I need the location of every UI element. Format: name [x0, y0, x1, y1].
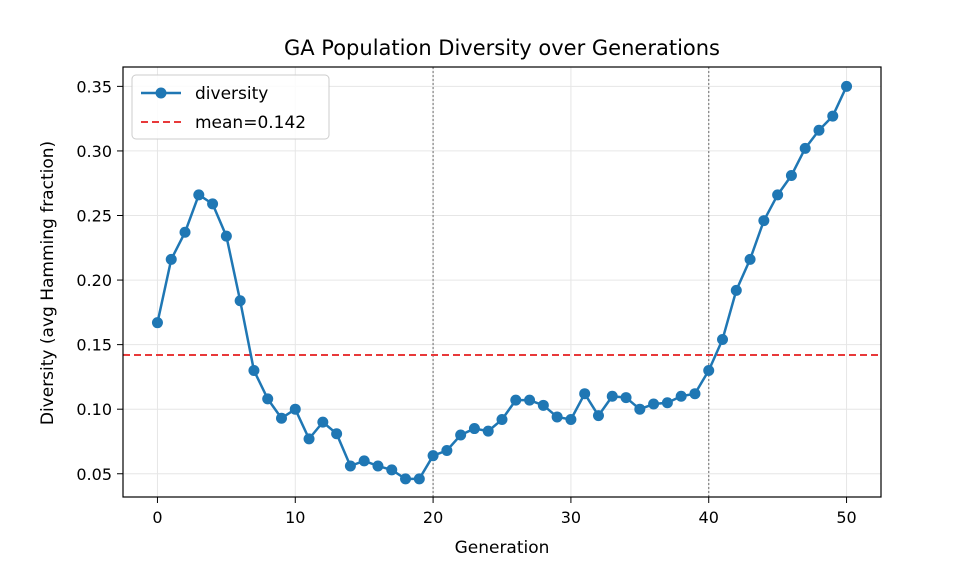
diversity-point — [551, 411, 563, 423]
diversity-point — [400, 473, 412, 485]
diversity-point — [317, 416, 329, 428]
x-tick-label: 0 — [152, 508, 162, 527]
diversity-point — [537, 399, 549, 411]
diversity-point — [634, 403, 646, 415]
diversity-point — [510, 394, 522, 406]
series-layer — [151, 80, 853, 485]
diversity-point — [841, 80, 853, 92]
diversity-point — [661, 397, 673, 409]
diversity-point — [289, 403, 301, 415]
legend-diversity-label: diversity — [195, 84, 268, 104]
y-tick-label: 0.30 — [76, 142, 112, 161]
y-axis-label: Diversity (avg Hamming fraction) — [38, 141, 58, 425]
y-tick-label: 0.20 — [76, 271, 112, 290]
diversity-point — [648, 398, 660, 410]
diversity-point — [372, 460, 384, 472]
diversity-point — [689, 388, 701, 400]
legend: diversity mean=0.142 — [131, 74, 330, 140]
diversity-point — [151, 317, 163, 329]
x-tick-label: 10 — [285, 508, 305, 527]
diversity-point — [799, 142, 811, 154]
plot-frame — [122, 66, 882, 498]
diversity-point — [606, 390, 618, 402]
diversity-point — [565, 414, 577, 426]
diversity-point — [620, 392, 632, 404]
diversity-point — [579, 388, 591, 400]
diversity-point — [220, 230, 232, 242]
diversity-point — [165, 253, 177, 265]
y-tick-layer: 0.05 0.10 0.15 0.20 0.25 0.30 0.35 — [76, 77, 123, 484]
y-tick-label: 0.25 — [76, 206, 112, 225]
x-tick-label: 50 — [836, 508, 856, 527]
diversity-point — [758, 215, 770, 227]
legend-mean-label: mean=0.142 — [195, 113, 306, 133]
diversity-point — [303, 433, 315, 445]
diversity-point — [358, 455, 370, 467]
grid-layer — [123, 67, 881, 497]
diversity-point — [730, 284, 742, 296]
diversity-point — [262, 393, 274, 405]
diversity-point — [772, 189, 784, 201]
diversity-point — [234, 295, 246, 307]
diversity-point — [717, 333, 729, 345]
diversity-point — [427, 450, 439, 462]
y-tick-label: 0.15 — [76, 336, 112, 355]
diversity-point — [441, 445, 453, 457]
y-tick-label: 0.10 — [76, 400, 112, 419]
legend-diversity-marker — [155, 87, 167, 99]
diversity-point — [413, 473, 425, 485]
diversity-point — [524, 394, 536, 406]
x-axis-label: Generation — [455, 538, 550, 558]
diversity-point — [592, 410, 604, 422]
chart-title: GA Population Diversity over Generations — [284, 36, 720, 60]
diversity-point — [744, 253, 756, 265]
diversity-point — [785, 169, 797, 181]
diversity-point — [248, 364, 260, 376]
legend-box — [131, 74, 330, 140]
diversity-point — [813, 124, 825, 136]
diversity-point — [331, 428, 343, 440]
diversity-point — [386, 464, 398, 476]
x-tick-label: 20 — [423, 508, 443, 527]
x-tick-label: 40 — [699, 508, 719, 527]
y-tick-label: 0.35 — [76, 77, 112, 96]
diversity-point — [703, 364, 715, 376]
diversity-point — [275, 412, 287, 424]
diversity-point — [179, 226, 191, 238]
diversity-point — [344, 460, 356, 472]
y-tick-label: 0.05 — [76, 465, 112, 484]
diversity-point — [827, 110, 839, 122]
diversity-point — [482, 425, 494, 437]
diversity-point — [496, 414, 508, 426]
x-tick-layer: 0 10 20 30 40 50 — [152, 497, 857, 527]
x-tick-label: 30 — [561, 508, 581, 527]
diversity-point — [207, 198, 219, 210]
diversity-point — [468, 423, 480, 435]
diversity-point — [455, 429, 467, 441]
diversity-point — [675, 390, 687, 402]
diversity-point — [193, 189, 205, 201]
